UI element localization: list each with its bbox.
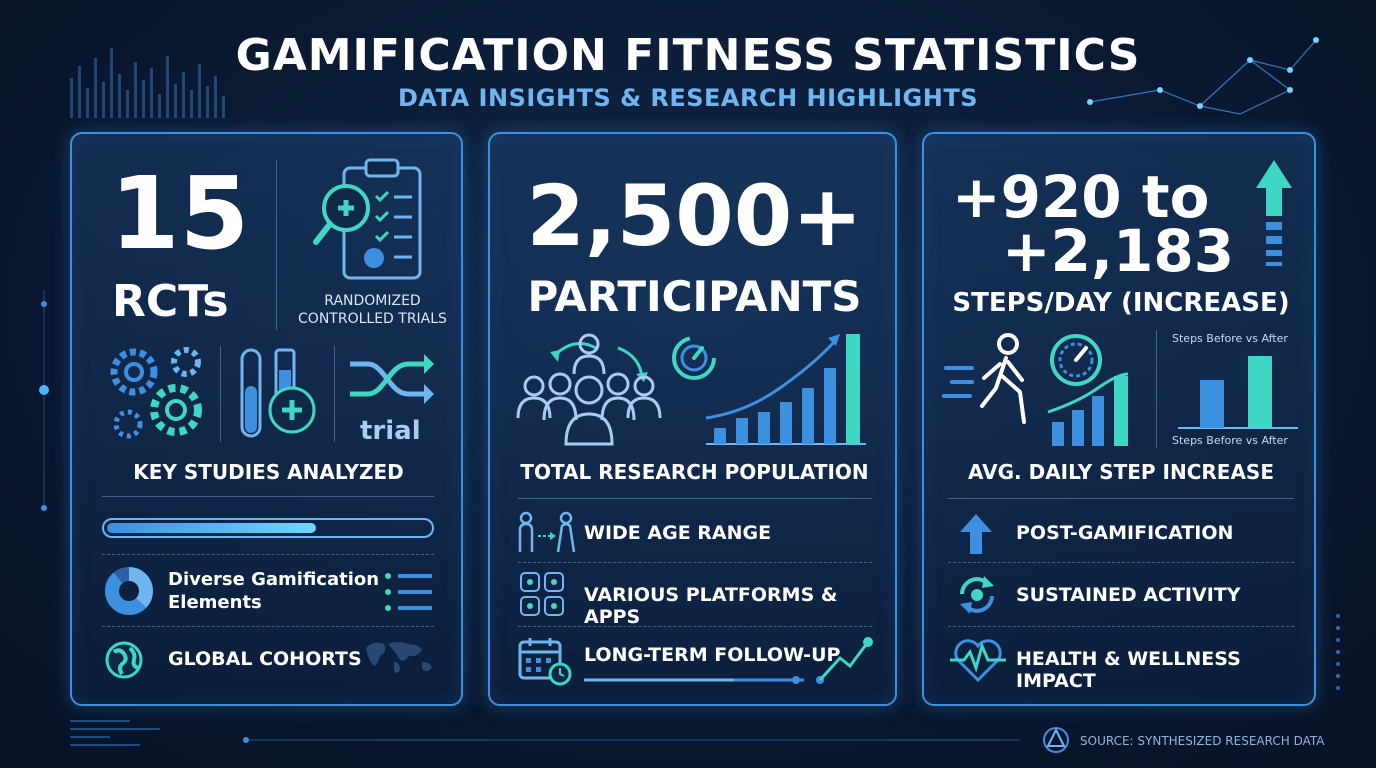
- speed-gauge-icon: [672, 336, 716, 380]
- clipboard-icon: [313, 158, 422, 280]
- studies-caption: KEY STUDIES ANALYZED: [133, 460, 404, 484]
- participants-unit: PARTICIPANTS: [527, 272, 862, 321]
- steps-caption: AVG. DAILY STEP INCREASE: [968, 460, 1274, 484]
- donut-chart-icon: [105, 567, 153, 615]
- footer-bars-decoration: [70, 720, 160, 746]
- refresh-cycle-icon: [960, 576, 994, 614]
- list-item-label: Elements: [168, 592, 262, 613]
- steps-unit: STEPS/DAY (INCREASE): [952, 288, 1290, 318]
- background-bars-decoration: [70, 48, 225, 118]
- side-dots-decoration: [39, 290, 49, 511]
- list-item-sustained-activity: SUSTAINED ACTIVITY: [1016, 584, 1241, 606]
- panel-participants: 2,500+ PARTICIPANTS TOTAL RESEARCH P: [488, 132, 897, 706]
- arrow-up-icon: [960, 514, 992, 554]
- shuffle-icon: [350, 354, 434, 404]
- participants-caption: TOTAL RESEARCH POPULATION: [520, 460, 869, 484]
- app-store-icon: [520, 572, 564, 616]
- steps-chart-label-top: Steps Before vs After: [1172, 332, 1288, 345]
- steps-range-line-1: +920 to: [952, 163, 1210, 231]
- world-map-icon: [366, 642, 432, 673]
- walking-person-icon: [942, 333, 1026, 424]
- steps-before-after-chart: [1178, 356, 1298, 429]
- trial-word: trial: [360, 416, 421, 446]
- page-title: GAMIFICATION FITNESS STATISTICS: [235, 30, 1141, 81]
- list-item-global-cohorts: GLOBAL COHORTS: [168, 648, 362, 670]
- participants-count: 2,500+: [526, 167, 863, 265]
- network-lines-decoration: [1087, 37, 1319, 115]
- age-range-icon: [518, 511, 576, 553]
- page-subtitle: DATA INSIGHTS & RESEARCH HIGHLIGHTS: [397, 84, 978, 112]
- studies-progress-bar: [102, 518, 434, 538]
- speedometer-icon: [1050, 334, 1102, 386]
- list-item-long-term-follow-up: LONG-TERM FOLLOW-UP: [584, 644, 841, 666]
- source-credit: SOURCE: SYNTHESIZED RESEARCH DATA: [1080, 734, 1325, 748]
- gears-icon: [110, 347, 202, 439]
- list-lines-icon: [385, 573, 432, 611]
- test-tubes-icon: [240, 348, 316, 438]
- list-item-age-range: WIDE AGE RANGE: [584, 522, 772, 544]
- studies-progress-fill: [107, 523, 316, 533]
- steps-after-bar: [1248, 356, 1272, 428]
- up-arrow-icon: [1256, 160, 1292, 266]
- right-dots-decoration: [1336, 614, 1340, 690]
- calendar-icon: [518, 638, 572, 686]
- trials-label: RANDOMIZED CONTROLLED TRIALS: [280, 292, 465, 328]
- source-logo-icon: [1043, 727, 1069, 753]
- heart-pulse-icon: [950, 639, 1006, 683]
- globe-icon: [105, 641, 143, 679]
- steps-before-bar: [1200, 380, 1224, 428]
- studies-unit: RCTs: [112, 276, 229, 327]
- list-item-post-gamification: POST-GAMIFICATION: [1016, 522, 1234, 544]
- panel-studies: 15 RCTs RANDOMIZED CONTROLLED TRIALS: [70, 132, 463, 706]
- trials-label-line-1: RANDOMIZED: [324, 293, 421, 309]
- list-item-health-wellness: HEALTH & WELLNESS IMPACT: [1016, 648, 1241, 692]
- panel-steps: +920 to +2,183 STEPS/DAY (INCREASE) Step…: [922, 132, 1316, 706]
- trials-label-line-2: CONTROLLED TRIALS: [298, 311, 447, 327]
- steps-bar-chart-icon: [1047, 372, 1129, 446]
- people-group-icon: [516, 333, 662, 446]
- footer-line-decoration: [243, 737, 1020, 743]
- list-item-label: Diverse Gamification: [168, 569, 380, 590]
- follow-up-timeline-icon: [584, 637, 873, 684]
- steps-chart-label-bottom: Steps Before vs After: [1172, 434, 1288, 447]
- list-item-platforms-apps: VARIOUS PLATFORMS & APPS: [584, 584, 838, 628]
- steps-range-line-2: +2,183: [1002, 217, 1235, 285]
- growth-bar-chart-icon: [705, 334, 866, 445]
- studies-count: 15: [110, 155, 250, 272]
- list-item-gamification-elements: Diverse Gamification Elements: [168, 568, 379, 614]
